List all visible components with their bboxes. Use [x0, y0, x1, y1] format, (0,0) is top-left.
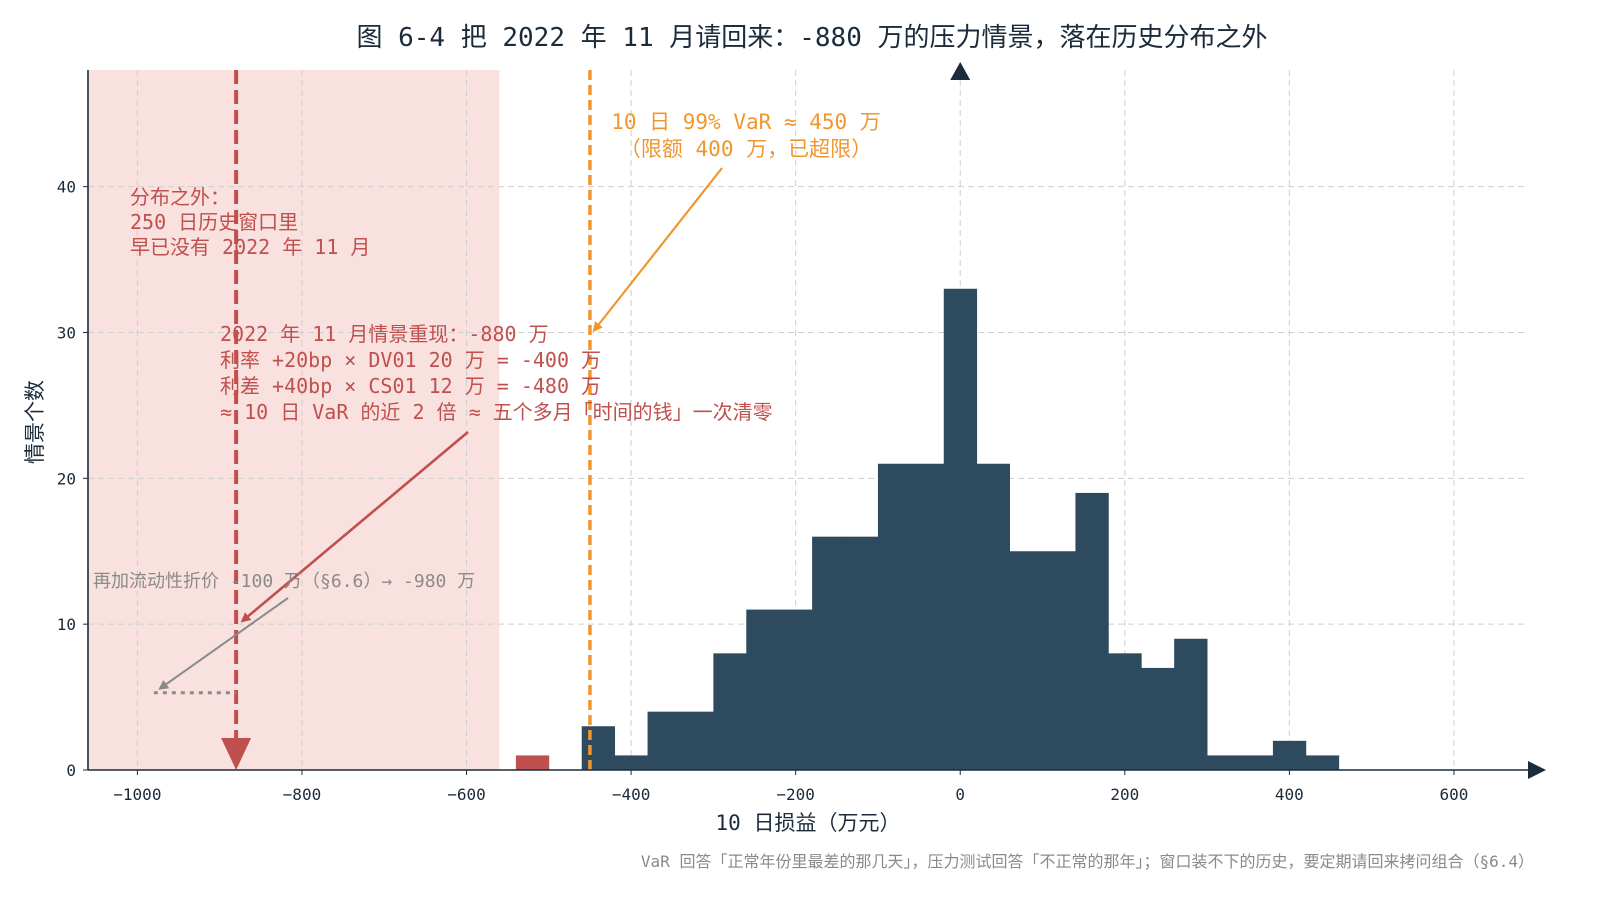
- var-note-arrow: [592, 167, 723, 333]
- histogram-bar: [1207, 755, 1241, 770]
- histogram-bar: [877, 463, 912, 770]
- stress-note-line-3: 利差 +40bp × CS01 12 万 = -480 万: [220, 374, 601, 398]
- x-tick-label: −200: [776, 785, 815, 804]
- stress-note-line-4: ≈ 10 日 VaR 的近 2 倍 ≈ 五个多月「时间的钱」一次清零: [220, 400, 773, 424]
- histogram-bar: [1240, 755, 1274, 770]
- histogram-bar: [746, 609, 780, 770]
- histogram-bar: [910, 463, 945, 770]
- x-tick-label: 0: [955, 785, 965, 804]
- histogram-bar: [647, 711, 681, 770]
- y-tick-labels: 0 10 20 30 40: [57, 178, 88, 780]
- histogram-bar: [713, 653, 747, 770]
- x-tick-label: −400: [612, 785, 651, 804]
- y-tick-label: 30: [57, 324, 76, 343]
- y-axis-label: 情景个数: [23, 380, 47, 464]
- chart-title: 图 6-4 把 2022 年 11 月请回来：-880 万的压力情景，落在历史分…: [356, 23, 1267, 53]
- x-tick-label: 600: [1439, 785, 1468, 804]
- tail-bar: [515, 755, 550, 770]
- y-tick-label: 0: [66, 761, 76, 780]
- x-tick-labels: −1000 −800 −600 −400 −200 0 200 400 600: [113, 770, 1468, 804]
- x-tick-label: −1000: [113, 785, 161, 804]
- histogram-bar: [1305, 755, 1340, 770]
- grid-lines: [88, 70, 1528, 770]
- x-axis-label: 10 日损益（万元）: [716, 811, 901, 835]
- outside-note-line-3: 早已没有 2022 年 11 月: [130, 235, 370, 259]
- stress-scenario-arrowhead: [221, 738, 252, 770]
- stress-note-line-2: 利率 +20bp × DV01 20 万 = -400 万: [220, 348, 601, 372]
- y-tick-label: 40: [57, 178, 76, 197]
- histogram-bar: [845, 536, 879, 770]
- histogram-bar: [614, 755, 648, 770]
- histogram-bar: [812, 536, 846, 770]
- liquidity-note: 再加流动性折价 -100 万（§6.6）→ -980 万: [93, 571, 475, 592]
- outside-note-line-2: 250 日历史窗口里: [130, 210, 298, 234]
- x-axis-arrowhead: [1528, 761, 1546, 779]
- histogram-bar: [1141, 667, 1175, 770]
- stress-note-line-1: 2022 年 11 月情景重现：-880 万: [220, 322, 549, 346]
- y-tick-label: 20: [57, 469, 76, 488]
- histogram-bars: [515, 288, 1340, 770]
- histogram-bar: [581, 726, 616, 770]
- histogram-bar: [1009, 551, 1043, 770]
- x-tick-label: −800: [283, 785, 322, 804]
- stress-note-arrow: [240, 431, 469, 623]
- histogram-bar: [1174, 638, 1208, 770]
- histogram-bar: [943, 288, 978, 770]
- histogram-bar: [1272, 740, 1307, 770]
- var-note-line-1: 10 日 99% VaR ≈ 450 万: [611, 110, 881, 134]
- x-tick-label: −600: [447, 785, 486, 804]
- histogram-bar: [1042, 551, 1076, 770]
- x-tick-label: 200: [1110, 785, 1139, 804]
- histogram-bar: [976, 463, 1010, 770]
- y-tick-label: 10: [57, 615, 76, 634]
- histogram-bar: [680, 711, 714, 770]
- outside-note-line-1: 分布之外：: [130, 185, 230, 209]
- var-note-line-2: （限额 400 万，已超限）: [620, 137, 872, 161]
- x-tick-label: 400: [1275, 785, 1304, 804]
- footnote: VaR 回答「正常年份里最差的那几天」，压力测试回答「不正常的那年」；窗口装不下…: [641, 852, 1534, 871]
- histogram-bar: [1075, 492, 1109, 770]
- liquidity-note-arrow: [158, 597, 289, 690]
- histogram-bar: [1108, 653, 1142, 770]
- histogram-bar: [779, 609, 813, 770]
- zero-line-arrowhead: [950, 62, 971, 80]
